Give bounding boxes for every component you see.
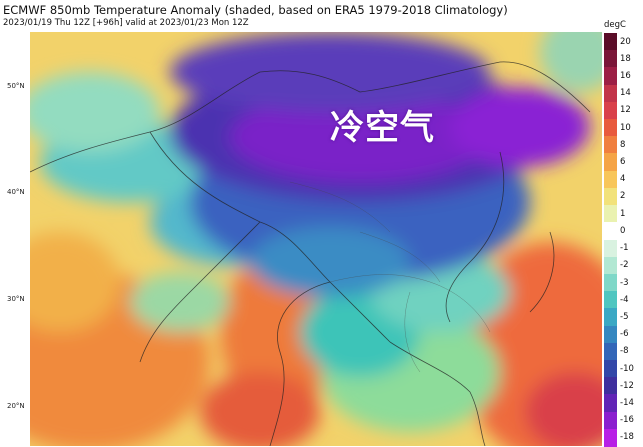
colorbar-segment xyxy=(604,291,617,310)
colorbar-tick-label: 18 xyxy=(620,53,631,64)
colorbar-segment xyxy=(604,84,617,103)
colorbar-tick-label: -5 xyxy=(620,311,629,322)
colorbar-segment xyxy=(604,101,617,120)
colorbar-tick-label: -2 xyxy=(620,260,629,271)
colorbar-tick-label: -14 xyxy=(620,397,634,408)
colorbar-tick-label: 0 xyxy=(620,225,626,236)
colorbar-tick-label: 8 xyxy=(620,139,626,150)
colorbar-tick-label: 20 xyxy=(620,36,631,47)
colorbar-segment xyxy=(604,377,617,396)
colorbar-segment xyxy=(604,119,617,138)
colorbar-segment xyxy=(604,222,617,241)
map-subtitle: 2023/01/19 Thu 12Z [+96h] valid at 2023/… xyxy=(3,18,249,28)
anomaly-field xyxy=(30,32,602,446)
colorbar-tick-label: 4 xyxy=(620,174,626,185)
colorbar-segment xyxy=(604,153,617,172)
colorbar-segment xyxy=(604,273,617,292)
colorbar-segment xyxy=(604,239,617,258)
colorbar-tick-label: -3 xyxy=(620,277,629,288)
colorbar-tick-label: -18 xyxy=(620,432,634,443)
colorbar-tick-label: -6 xyxy=(620,329,629,340)
colorbar-tick-label: -16 xyxy=(620,415,634,426)
anomaly-map-canvas xyxy=(30,32,602,446)
lat-label-50n: 50°N xyxy=(7,82,25,90)
colorbar-tick-label: -1 xyxy=(620,243,629,254)
lat-label-40n: 40°N xyxy=(7,188,25,196)
colorbar-segment xyxy=(604,394,617,413)
colorbar-segment xyxy=(604,325,617,344)
lat-label-20n: 20°N xyxy=(7,402,25,410)
colorbar-tick-label: 12 xyxy=(620,105,631,116)
colorbar-segment xyxy=(604,428,617,447)
colorbar-unit: degC xyxy=(604,20,626,30)
map-title: ECMWF 850mb Temperature Anomaly (shaded,… xyxy=(3,3,508,17)
colorbar-segment xyxy=(604,256,617,275)
colorbar-tick-label: 14 xyxy=(620,88,631,99)
colorbar-tick-label: 2 xyxy=(620,191,626,202)
colorbar-segment xyxy=(604,170,617,189)
colorbar-segment xyxy=(604,359,617,378)
province-borders xyxy=(289,181,491,373)
colorbar-segment xyxy=(604,187,617,206)
colorbar-segment xyxy=(604,205,617,224)
colorbar-segment xyxy=(604,50,617,69)
colorbar-tick-label: -12 xyxy=(620,380,634,391)
colorbar-segment xyxy=(604,136,617,155)
colorbar-segment xyxy=(604,33,617,51)
lat-label-30n: 30°N xyxy=(7,295,25,303)
colorbar-segment xyxy=(604,308,617,327)
colorbar-tick-label: -8 xyxy=(620,346,629,357)
colorbar-tick-label: -4 xyxy=(620,294,629,305)
colorbar-tick-label: 10 xyxy=(620,122,631,133)
colorbar-tick-label: 6 xyxy=(620,157,626,168)
colorbar-tick-label: 16 xyxy=(620,71,631,82)
cold-air-overlay-text: 冷空气 xyxy=(330,108,435,148)
country-borders xyxy=(30,61,591,446)
anomaly-map xyxy=(30,32,602,446)
colorbar-tick-label: 1 xyxy=(620,208,626,219)
colorbar-tick-label: -10 xyxy=(620,363,634,374)
colorbar-segment xyxy=(604,411,617,430)
colorbar-segment xyxy=(604,342,617,361)
colorbar xyxy=(604,33,617,447)
colorbar-segment xyxy=(604,67,617,86)
